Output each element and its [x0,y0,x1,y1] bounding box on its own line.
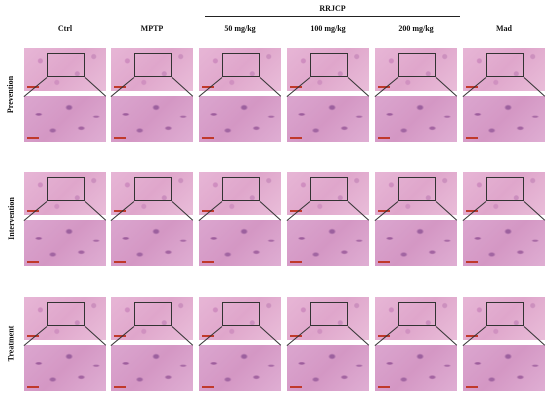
scale-bar [466,137,478,139]
histology-zoom [375,96,457,142]
zoom-region-box [222,53,260,77]
zoom-region-box [398,177,436,201]
scale-bar [202,137,214,139]
histology-zoom [375,220,457,266]
zoom-region-box [398,302,436,326]
zoom-region-box [486,302,524,326]
scale-bar [114,137,126,139]
histology-zoom [24,96,106,142]
histology-zoom [111,220,193,266]
zoom-region-box [486,53,524,77]
zoom-region-box [310,302,348,326]
histology-zoom [463,345,545,391]
row-label: Prevention [6,75,16,114]
column-header: Ctrl [57,24,73,33]
column-header: 50 mg/kg [224,24,256,33]
scale-bar [114,386,126,388]
rrjcp-group-label: RRJCP [319,4,346,13]
column-header: 100 mg/kg [310,24,346,33]
zoom-region-box [486,177,524,201]
scale-bar [202,386,214,388]
scale-bar [466,261,478,263]
scale-bar [290,261,302,263]
histology-zoom [111,96,193,142]
column-header: MPTP [140,24,164,33]
zoom-region-box [47,302,85,326]
row-label: Treatment [6,325,16,362]
zoom-region-box [134,177,172,201]
scale-bar [27,386,39,388]
scale-bar [466,386,478,388]
column-header: 200 mg/kg [398,24,434,33]
scale-bar [378,137,390,139]
row-label: Intervention [6,197,16,240]
zoom-region-box [310,53,348,77]
histology-zoom [111,345,193,391]
histology-zoom [199,96,281,142]
scale-bar [114,261,126,263]
histology-zoom [287,220,369,266]
scale-bar [27,137,39,139]
histology-zoom [463,96,545,142]
scale-bar [290,137,302,139]
zoom-region-box [134,302,172,326]
histology-zoom [24,345,106,391]
scale-bar [290,386,302,388]
zoom-region-box [310,177,348,201]
zoom-region-box [134,53,172,77]
histology-zoom [199,220,281,266]
histology-zoom [287,96,369,142]
column-header: Mad [496,24,512,33]
histology-zoom [463,220,545,266]
scale-bar [202,261,214,263]
zoom-region-box [47,53,85,77]
histology-zoom [287,345,369,391]
zoom-region-box [222,302,260,326]
rrjcp-group-line [205,16,460,17]
zoom-region-box [398,53,436,77]
histology-zoom [24,220,106,266]
histology-zoom [375,345,457,391]
zoom-region-box [222,177,260,201]
scale-bar [378,261,390,263]
zoom-region-box [47,177,85,201]
scale-bar [378,386,390,388]
scale-bar [27,261,39,263]
histology-zoom [199,345,281,391]
